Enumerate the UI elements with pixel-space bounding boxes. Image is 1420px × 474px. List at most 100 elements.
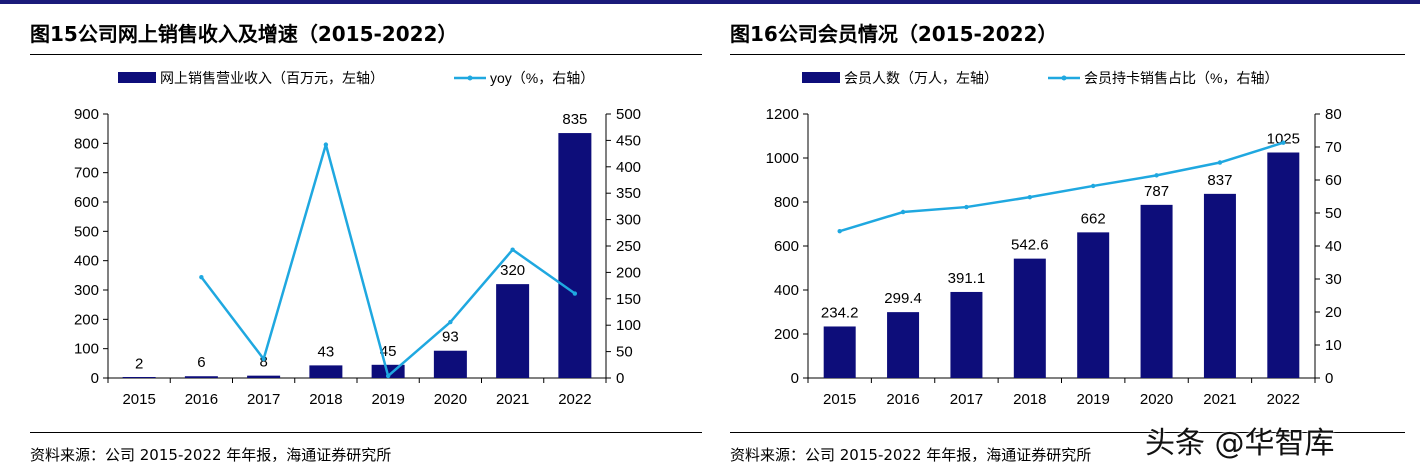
legend-bar-label: 会员人数（万人，左轴） xyxy=(844,70,998,86)
x-tick-label: 2020 xyxy=(1140,391,1173,408)
x-tick-label: 2017 xyxy=(247,391,280,408)
right-tick-label: 70 xyxy=(1325,139,1342,156)
left-tick-label: 900 xyxy=(74,106,99,123)
line-point xyxy=(572,291,578,296)
bar-data-label: 1025 xyxy=(1267,131,1300,148)
x-tick-label: 2018 xyxy=(309,391,342,408)
bar-data-label: 43 xyxy=(318,343,335,360)
legend-bar-swatch xyxy=(118,72,156,83)
bar xyxy=(184,376,218,378)
left-tick-label: 400 xyxy=(774,282,799,299)
line-point xyxy=(1027,194,1033,200)
bar-data-label: 837 xyxy=(1207,172,1232,189)
left-tick-label: 1000 xyxy=(766,150,799,167)
bar-data-label: 320 xyxy=(500,262,525,279)
line-point xyxy=(323,142,329,147)
bar xyxy=(247,375,281,378)
right-tick-label: 100 xyxy=(616,317,641,334)
bar-data-label: 234.2 xyxy=(821,304,859,321)
left-tick-label: 100 xyxy=(74,341,99,358)
bar-data-label: 299.4 xyxy=(884,290,922,307)
line-series xyxy=(839,141,1284,233)
bar-data-label: 8 xyxy=(259,354,267,371)
bar xyxy=(1267,152,1300,378)
right-tick-label: 50 xyxy=(1325,205,1342,222)
x-tick-label: 2021 xyxy=(1203,391,1236,408)
bar xyxy=(558,133,592,378)
line-point xyxy=(199,274,204,280)
x-tick-label: 2015 xyxy=(122,391,155,408)
x-tick-label: 2016 xyxy=(185,391,218,408)
line-point xyxy=(1154,173,1159,178)
left-tick-label: 600 xyxy=(74,194,99,211)
chart-title: 图16公司会员情况（2015-2022） xyxy=(730,22,1058,46)
x-tick-label: 2020 xyxy=(434,391,467,408)
figure-15-panel: 图15公司网上销售收入及增速（2015-2022） 0 100 200 300 400 5… xyxy=(30,4,702,474)
bar xyxy=(1140,204,1173,378)
left-tick-label: 500 xyxy=(74,223,99,240)
bar xyxy=(1013,258,1046,378)
left-tick-label: 200 xyxy=(74,311,99,328)
line-point xyxy=(1090,183,1096,189)
right-tick-label: 200 xyxy=(616,264,641,281)
x-tick-label: 2019 xyxy=(371,391,404,408)
left-tick-label: 200 xyxy=(774,326,799,343)
x-tick-label: 2022 xyxy=(558,391,591,408)
x-tick-label: 2017 xyxy=(950,391,983,408)
right-tick-label: 10 xyxy=(1325,337,1342,354)
left-tick-label: 800 xyxy=(74,135,99,152)
bar-data-label: 6 xyxy=(197,354,205,371)
right-tick-label: 300 xyxy=(616,212,641,229)
right-tick-label: 80 xyxy=(1325,106,1342,123)
right-tick-label: 350 xyxy=(616,185,641,202)
source-divider xyxy=(730,432,1405,433)
line-point xyxy=(837,228,842,234)
top-accent-bar xyxy=(0,0,1420,4)
legend-line-marker xyxy=(467,75,473,81)
right-tick-label: 500 xyxy=(616,106,641,123)
x-tick-label: 2022 xyxy=(1267,391,1300,408)
title-divider xyxy=(730,54,1405,55)
line-point xyxy=(1281,140,1286,145)
chart-revenue-yoy: 0 100 200 300 400 500 600 700 800 900 0 50 100 150 200… xyxy=(74,70,641,408)
bar-data-label: 45 xyxy=(380,343,397,360)
x-tick-label: 2016 xyxy=(886,391,919,408)
left-tick-label: 0 xyxy=(91,370,99,387)
bar xyxy=(433,350,467,378)
legend-line-label: yoy（%，右轴） xyxy=(490,70,594,86)
title-divider xyxy=(30,54,702,55)
right-tick-label: 0 xyxy=(616,370,624,387)
right-tick-label: 450 xyxy=(616,132,641,149)
figure-16-panel: 图16公司会员情况（2015-2022） 0 200 400 600 800 1000 12… xyxy=(730,4,1405,474)
line-point xyxy=(1217,160,1223,165)
bar xyxy=(1077,232,1110,378)
left-tick-label: 700 xyxy=(74,165,99,182)
left-tick-label: 600 xyxy=(774,238,799,255)
bar xyxy=(887,312,920,378)
right-tick-label: 30 xyxy=(1325,271,1342,288)
bar xyxy=(309,365,343,378)
left-tick-label: 300 xyxy=(74,282,99,299)
source-divider xyxy=(30,432,702,433)
bar xyxy=(950,291,983,378)
x-tick-label: 2021 xyxy=(496,391,529,408)
bar-data-label: 787 xyxy=(1144,183,1169,200)
x-tick-label: 2019 xyxy=(1077,391,1110,408)
bar-data-label: 835 xyxy=(562,111,587,128)
bar-data-label: 2 xyxy=(135,355,143,372)
left-tick-label: 1200 xyxy=(766,106,799,123)
right-tick-label: 150 xyxy=(616,291,641,308)
bar xyxy=(1203,193,1236,378)
bar xyxy=(122,377,156,378)
x-tick-label: 2015 xyxy=(823,391,856,408)
bar xyxy=(496,284,530,378)
bar xyxy=(823,326,856,378)
bar-data-label: 662 xyxy=(1081,210,1106,227)
right-tick-label: 50 xyxy=(616,344,633,361)
left-tick-label: 800 xyxy=(774,194,799,211)
watermark-text: 头条 @华智库 xyxy=(1145,426,1335,461)
right-tick-label: 250 xyxy=(616,238,641,255)
bar-data-label: 391.1 xyxy=(948,270,986,287)
x-tick-label: 2018 xyxy=(1013,391,1046,408)
line-point xyxy=(510,247,515,252)
